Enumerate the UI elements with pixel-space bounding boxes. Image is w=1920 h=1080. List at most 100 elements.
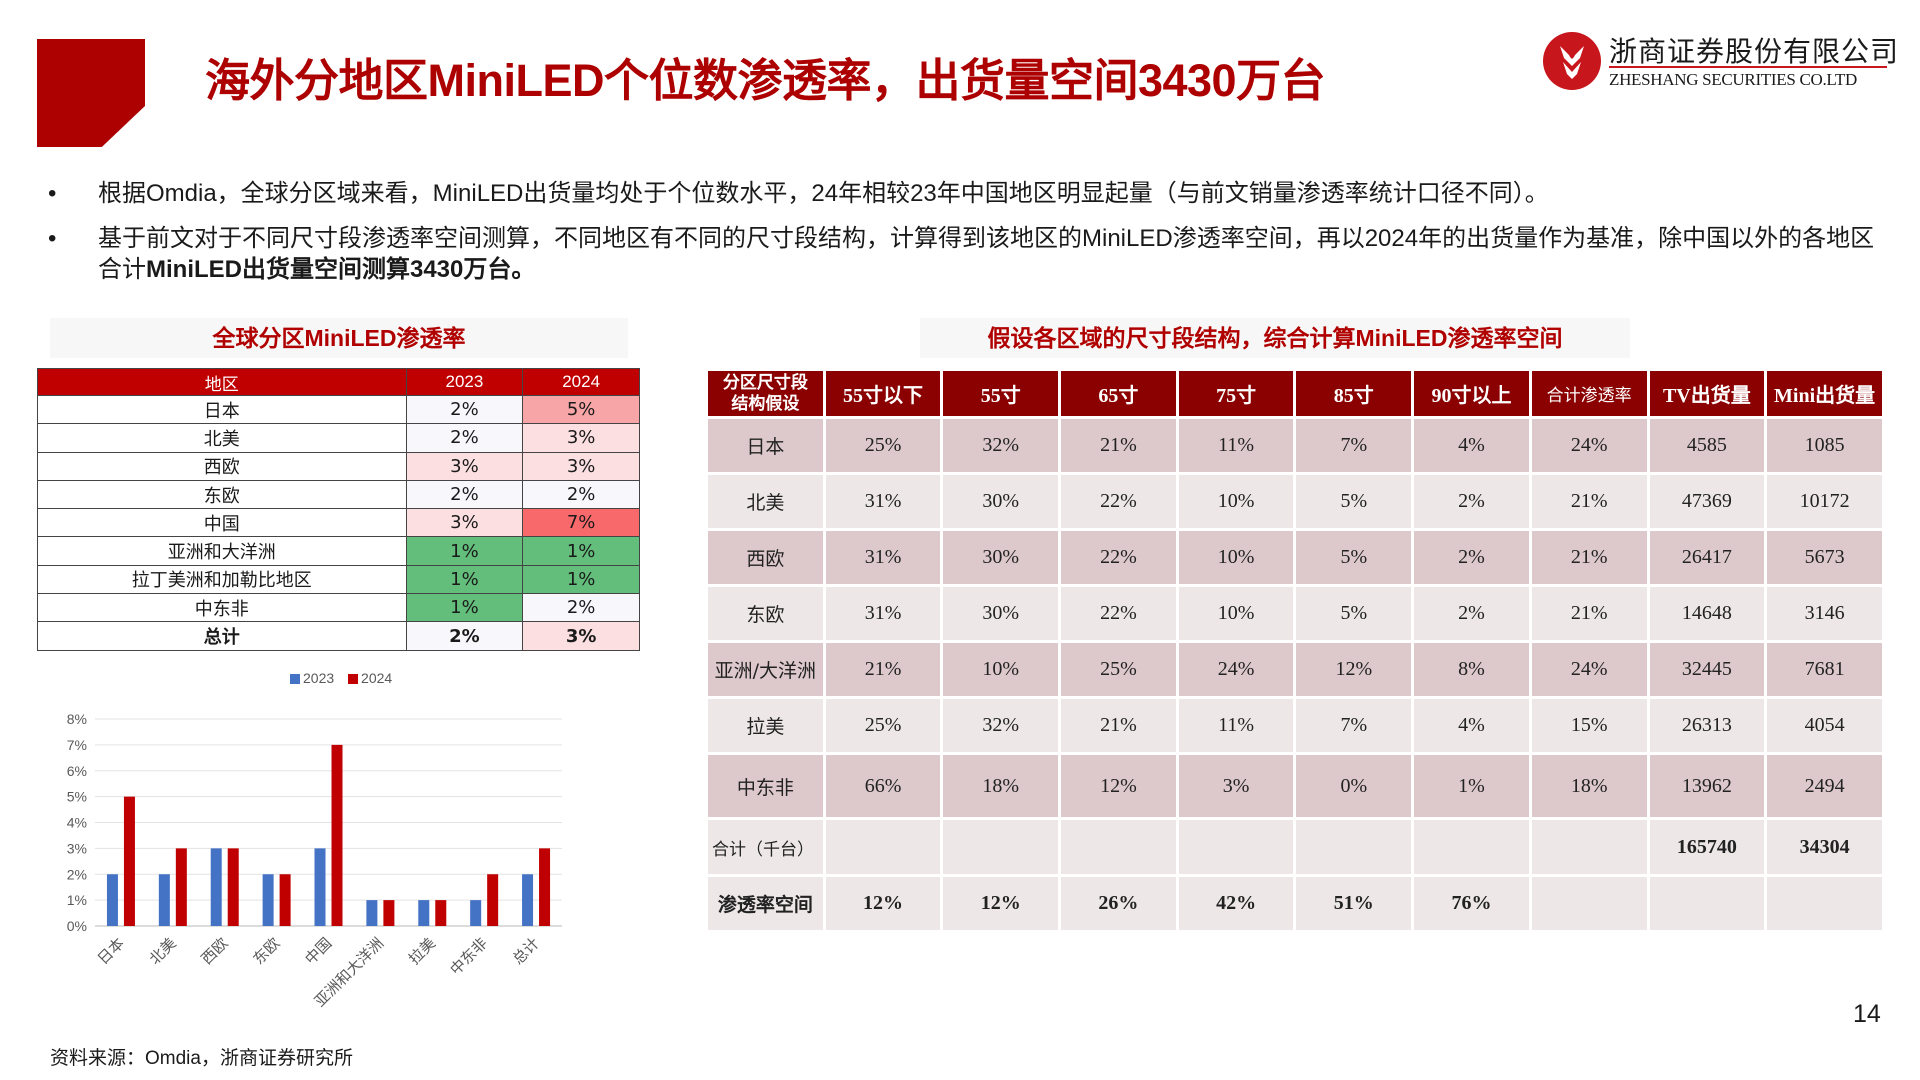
chart-plot: 0%1%2%3%4%5%6%7%8%日本 北美 西欧 东欧 中国亚洲和大洋洲 拉美 中东非总…: [67, 711, 562, 1010]
x-tick-label: 中东非: [446, 934, 491, 979]
decorative-red-block: [37, 39, 145, 147]
value-2024-cell: 2%: [522, 593, 640, 623]
table-row: 亚洲/大洋洲 21% 10% 25% 24% 12% 8% 24% 32445 7681: [708, 643, 1882, 696]
value-cell: 3146: [1767, 587, 1882, 640]
value-2024-cell: 3%: [522, 423, 640, 453]
value-cell: 11%: [1178, 699, 1294, 752]
sum-value-cell: [1061, 820, 1176, 874]
value-cell: 30%: [943, 475, 1059, 528]
value-cell: 31%: [825, 531, 941, 584]
region-cell: 西欧: [708, 531, 823, 584]
value-cell: 25%: [1061, 643, 1176, 696]
sum-value-cell: [1414, 820, 1529, 874]
y-tick-label: 5%: [67, 789, 87, 805]
col-header-75: 75寸: [1178, 371, 1294, 416]
region-cell: 中东非: [708, 755, 823, 817]
table1-title: 全球分区MiniLED渗透率: [50, 318, 628, 358]
value-cell: 7681: [1767, 643, 1882, 696]
x-tick-label: 中国: [301, 934, 335, 968]
table-row: 日本 2% 5%: [37, 394, 640, 425]
value-cell: 1085: [1767, 419, 1882, 472]
y-tick-label: 1%: [67, 892, 87, 908]
space-value-cell: 12%: [825, 877, 941, 930]
value-cell: 4054: [1767, 699, 1882, 752]
value-cell: 15%: [1531, 699, 1647, 752]
region-cell: 中东非: [37, 593, 407, 623]
col-header-total-penetration: 合计渗透率: [1531, 371, 1647, 416]
sum-value-cell: [1531, 820, 1647, 874]
bar-2023: [366, 900, 378, 926]
bar-2023: [106, 874, 118, 926]
value-cell: 10%: [1178, 475, 1294, 528]
x-tick-label: 东欧: [249, 934, 283, 968]
logo-english-name: ZHESHANG SECURITIES CO.LTD: [1609, 70, 1857, 89]
value-cell: 24%: [1531, 643, 1647, 696]
page-title: 海外分地区MiniLED个位数渗透率，出货量空间3430万台: [205, 55, 1326, 106]
sum-row: 合计（千台） 165740 34304: [708, 820, 1882, 874]
value-2023-cell: 2%: [405, 479, 524, 510]
region-cell: 中国: [37, 508, 407, 538]
value-cell: 7%: [1296, 699, 1412, 752]
value-2023-cell: 1%: [405, 536, 524, 566]
value-cell: 10172: [1767, 475, 1882, 528]
y-tick-label: 8%: [67, 711, 87, 727]
y-tick-label: 2%: [67, 866, 87, 882]
value-2023-cell: 2%: [405, 621, 524, 651]
value-cell: 31%: [825, 587, 941, 640]
summary-bullets: • 根据Omdia，全球分区域来看，MiniLED出货量均处于个位数水平，24年…: [48, 178, 1888, 299]
space-label-cell: 渗透率空间: [708, 877, 823, 930]
value-2023-cell: 1%: [405, 564, 524, 595]
value-cell: 13962: [1649, 755, 1765, 817]
value-cell: 22%: [1061, 475, 1176, 528]
table-row: 西欧 31% 30% 22% 10% 5% 2% 21% 26417 5673: [708, 531, 1882, 584]
value-cell: 32%: [943, 699, 1059, 752]
legend-swatch: [290, 674, 300, 684]
value-cell: 24%: [1531, 419, 1647, 472]
space-value-cell: 51%: [1296, 877, 1412, 930]
value-cell: 5673: [1767, 531, 1882, 584]
region-cell: 亚洲和大洋洲: [37, 536, 407, 566]
value-cell: 21%: [1531, 531, 1647, 584]
value-cell: 25%: [825, 419, 941, 472]
x-tick-label: 日本: [94, 934, 128, 968]
value-2023-cell: 3%: [405, 451, 524, 481]
bullet-text: 基于前文对于不同尺寸段渗透率空间测算，不同地区有不同的尺寸段结构，计算得到该地区…: [98, 225, 1875, 283]
table-row: 北美 2% 3%: [37, 423, 640, 453]
region-cell: 东欧: [708, 587, 823, 640]
region-cell: 拉丁美洲和加勒比地区: [37, 564, 407, 595]
regional-penetration-table: 地区 2023 2024 日本 2% 5% 北美 2% 3% 西欧 3% 3% 东欧 2% 2% 中国 3…: [37, 368, 640, 651]
bar-2024: [435, 900, 447, 926]
region-cell: 总计: [37, 621, 407, 651]
value-cell: 18%: [943, 755, 1059, 817]
value-cell: 10%: [1178, 531, 1294, 584]
value-cell: 12%: [1061, 755, 1176, 817]
bar-2024: [383, 900, 395, 926]
y-tick-label: 7%: [67, 737, 87, 753]
space-value-cell: [1649, 877, 1765, 930]
logo-chinese-name: 浙商证券股份有限公司: [1609, 35, 1900, 68]
space-value-cell: [1531, 877, 1647, 930]
region-cell: 亚洲/大洋洲: [708, 643, 823, 696]
x-tick-label: 总计: [509, 934, 543, 968]
x-tick-label: 北美: [146, 934, 180, 968]
bar-2024: [331, 744, 343, 926]
value-cell: 2494: [1767, 755, 1882, 817]
value-cell: 24%: [1178, 643, 1294, 696]
bar-2024: [279, 874, 291, 926]
legend-item-2023: 2023: [290, 670, 334, 686]
table-row: 中东非 66% 18% 12% 3% 0% 1% 18% 13962 2494: [708, 755, 1882, 817]
value-cell: 4585: [1649, 419, 1765, 472]
bullet-item: • 根据Omdia，全球分区域来看，MiniLED出货量均处于个位数水平，24年…: [48, 178, 1888, 209]
col-header-below-55: 55寸以下: [825, 371, 941, 416]
y-tick-label: 0%: [67, 918, 87, 934]
value-cell: 10%: [1178, 587, 1294, 640]
space-value-cell: 12%: [943, 877, 1059, 930]
col-header-55: 55寸: [943, 371, 1059, 416]
value-2024-cell: 3%: [522, 621, 640, 651]
table-row: 亚洲和大洋洲 1% 1%: [37, 536, 640, 566]
region-cell: 日本: [37, 394, 407, 425]
value-2023-cell: 2%: [405, 423, 524, 453]
space-value-cell: [1767, 877, 1882, 930]
value-cell: 5%: [1296, 587, 1412, 640]
value-cell: 21%: [825, 643, 941, 696]
